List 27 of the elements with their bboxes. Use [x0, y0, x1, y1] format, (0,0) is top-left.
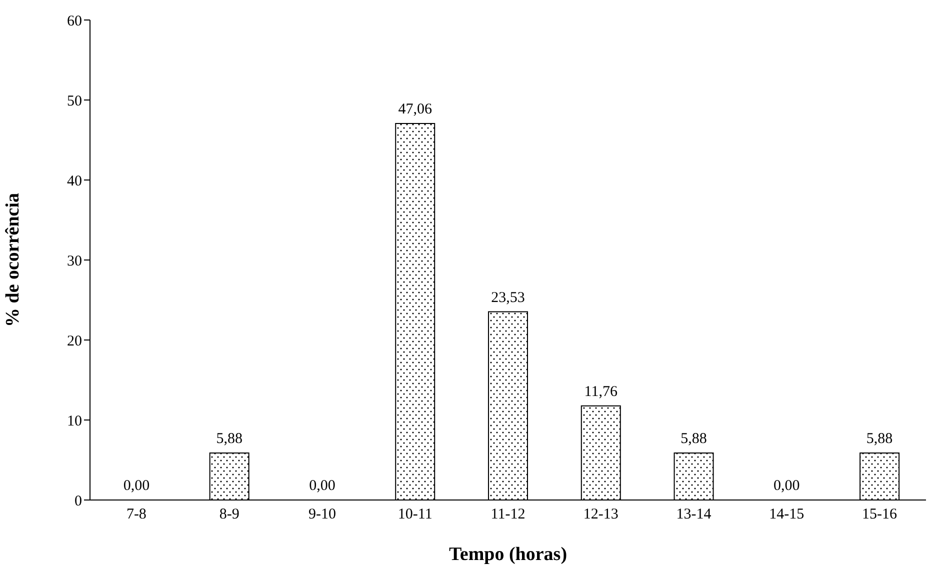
- x-tick-label: 7-8: [126, 506, 146, 523]
- x-tick-label: 13-14: [676, 506, 712, 523]
- data-label: 0,00: [123, 478, 150, 494]
- y-axis-title: % de ocorrência: [2, 192, 24, 328]
- data-label: 5,88: [216, 430, 242, 447]
- x-tick-label: 8-9: [219, 506, 240, 523]
- data-label: 11,76: [584, 384, 618, 400]
- x-tick-label: 12-13: [583, 506, 618, 523]
- y-tick-label: 60: [67, 13, 82, 30]
- y-tick-label: 40: [67, 173, 82, 190]
- x-tick-label: 15-16: [862, 506, 898, 523]
- x-tick-label: 9-10: [308, 506, 336, 523]
- x-tick-label: 10-11: [398, 506, 432, 523]
- y-tick-label: 10: [67, 413, 82, 430]
- y-tick-label: 20: [67, 333, 82, 350]
- y-tick-label: 30: [67, 253, 82, 270]
- y-tick-label: 50: [67, 93, 82, 110]
- data-label: 5,88: [866, 430, 893, 447]
- data-label: 5,88: [680, 430, 707, 447]
- x-axis-title: Tempo (horas): [448, 544, 568, 565]
- data-label: 23,53: [491, 290, 525, 306]
- data-label: 0,00: [774, 478, 800, 494]
- x-tick-label: 14-15: [769, 506, 804, 523]
- y-tick-label: 0: [74, 493, 82, 510]
- data-label: 0,00: [309, 478, 336, 494]
- x-tick-label: 11-12: [490, 506, 526, 523]
- data-label: 47,06: [398, 102, 432, 118]
